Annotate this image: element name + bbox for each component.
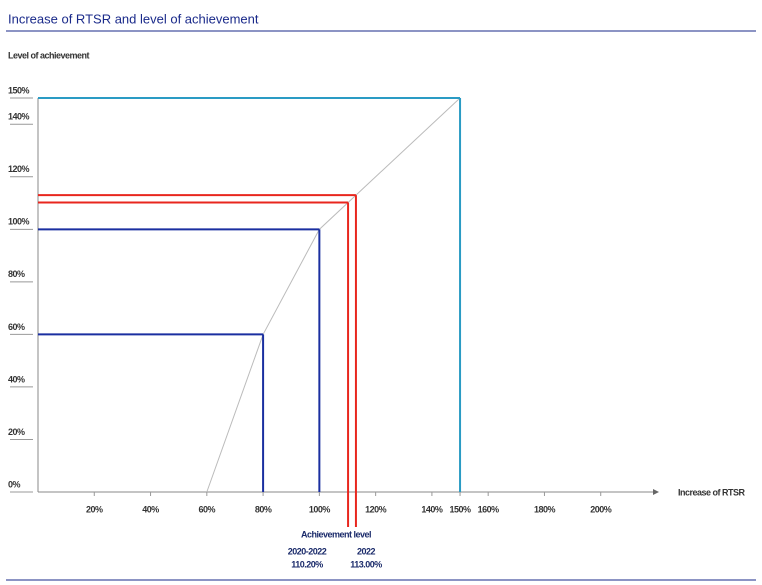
x-tick-label: 150% <box>450 504 472 514</box>
x-tick-label: 80% <box>255 504 272 514</box>
x-tick-label: 100% <box>309 504 331 514</box>
achievement-period: 2020-2022 <box>288 546 327 556</box>
achievement-curve <box>206 97 461 493</box>
x-tick-label: 180% <box>534 504 556 514</box>
achievement-value: 113.00% <box>350 559 382 569</box>
x-tick-label: 140% <box>421 504 443 514</box>
x-tick-label: 40% <box>142 504 159 514</box>
x-tick-label: 20% <box>86 504 103 514</box>
y-tick-label: 80% <box>8 269 25 279</box>
chart-title: Increase of RTSR and level of achievemen… <box>8 11 259 26</box>
achievement-period: 2022 <box>357 546 376 556</box>
annotation: Achievement level <box>301 529 371 539</box>
x-axis-label: Increase of RTSR <box>678 487 746 497</box>
y-tick-label: 20% <box>8 427 25 437</box>
y-tick-label: 120% <box>8 164 30 174</box>
y-tick-label: 140% <box>8 112 30 122</box>
x-axis-arrow <box>653 489 659 495</box>
y-tick-label: 100% <box>8 217 30 227</box>
x-tick-label: 200% <box>590 504 612 514</box>
achievement-value: 110.20% <box>291 559 323 569</box>
y-tick-label: 40% <box>8 374 25 384</box>
x-tick-label: 160% <box>478 504 500 514</box>
x-tick-label: 120% <box>365 504 387 514</box>
y-axis-label: Level of achievement <box>8 50 90 60</box>
y-tick-label: 60% <box>8 322 25 332</box>
x-tick-label: 60% <box>199 504 216 514</box>
y-tick-label: 150% <box>8 85 30 95</box>
y-tick-label: 0% <box>8 479 21 489</box>
